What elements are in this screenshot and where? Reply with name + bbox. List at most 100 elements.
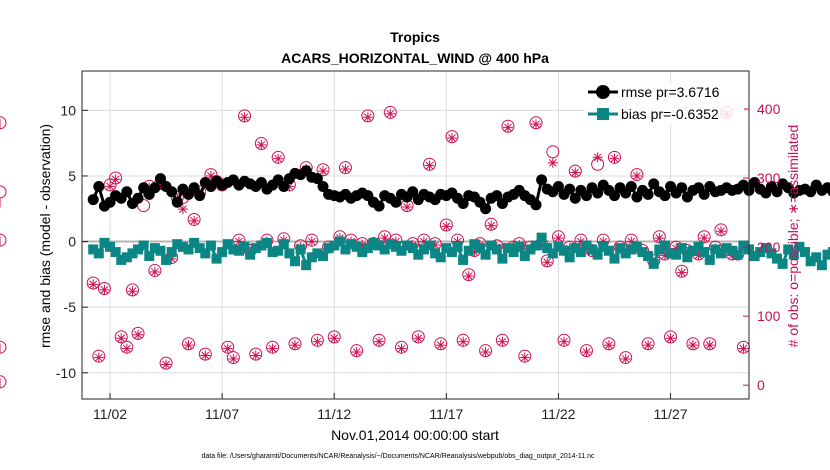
assimilated-obs-marker <box>121 343 132 354</box>
bias-point <box>127 248 138 259</box>
bias-point <box>261 237 272 248</box>
bias-point <box>800 247 811 258</box>
bias-point <box>194 243 205 254</box>
rmse-point <box>552 180 564 192</box>
bias-point <box>710 244 721 255</box>
bias-point <box>295 244 306 255</box>
bias-point <box>788 249 799 260</box>
rmse-point <box>625 180 637 192</box>
bias-point <box>346 239 357 250</box>
bias-point <box>715 248 726 259</box>
x-tick-label: 11/12 <box>317 406 351 422</box>
bias-point <box>267 247 278 258</box>
bias-point <box>357 247 368 258</box>
bias-point <box>480 249 491 260</box>
rmse-point <box>536 174 548 186</box>
assimilated-obs-marker <box>620 353 631 364</box>
assimilated-obs-marker <box>93 352 104 363</box>
possible-obs-marker <box>0 340 7 354</box>
assimilated-obs-marker <box>379 233 390 244</box>
bias-point <box>587 244 598 255</box>
bias-point <box>772 253 783 264</box>
bias-point <box>463 245 474 256</box>
x-tick-label: 11/27 <box>654 406 688 422</box>
bias-point <box>430 248 441 259</box>
possible-obs-marker <box>0 185 7 199</box>
bias-point <box>144 250 155 261</box>
rmse-point <box>457 198 469 210</box>
bias-point <box>508 247 519 258</box>
bias-point <box>687 245 698 256</box>
bias-point <box>542 243 553 254</box>
assimilated-obs-marker <box>519 352 530 363</box>
bias-point <box>149 243 160 254</box>
bias-point <box>407 243 418 254</box>
bias-point <box>99 237 110 248</box>
bias-point <box>441 243 452 254</box>
assimilated-obs-marker <box>318 166 329 177</box>
rmse-series <box>87 165 830 215</box>
rmse-point <box>592 187 604 199</box>
bias-point <box>727 245 738 256</box>
legend-rmse-marker <box>596 85 610 99</box>
bias-point <box>749 250 760 261</box>
rmse-point <box>188 182 200 194</box>
bias-point <box>760 243 771 254</box>
bias-point <box>654 244 665 255</box>
x-tick-label: 11/02 <box>93 406 127 422</box>
assimilated-obs-marker <box>581 347 592 358</box>
bias-point <box>424 240 435 251</box>
assimilated-obs-marker <box>687 340 698 351</box>
legend-rmse-label: rmse pr=3.6716 <box>621 84 720 100</box>
possible-obs-marker <box>0 116 7 130</box>
assimilated-obs-marker <box>133 329 144 340</box>
bias-point <box>536 232 547 243</box>
rmse-point <box>491 190 503 202</box>
rmse-point <box>580 190 592 202</box>
bias-point <box>564 252 575 263</box>
bias-point <box>570 243 581 254</box>
bias-point <box>491 244 502 255</box>
assimilated-obs-marker <box>312 336 323 347</box>
bias-point <box>318 250 329 261</box>
bias-point <box>155 245 166 256</box>
bias-point <box>525 244 536 255</box>
bias-point <box>659 240 670 251</box>
assimilated-obs-marker <box>99 284 110 295</box>
assimilated-obs-marker <box>228 353 239 364</box>
assimilated-obs-marker <box>738 343 749 354</box>
assimilated-obs-marker <box>222 343 233 354</box>
rmse-point <box>194 190 206 202</box>
assimilated-obs-marker <box>340 164 351 175</box>
assimilated-obs-marker <box>110 174 121 185</box>
assimilated-obs-marker <box>267 343 278 354</box>
assimilated-obs-marker <box>559 336 570 347</box>
bias-point <box>161 254 172 265</box>
assimilated-obs-marker <box>161 359 172 370</box>
bias-point <box>312 248 323 259</box>
assimilated-obs-marker <box>116 333 127 344</box>
bias-point <box>699 247 710 258</box>
y-axis-left-label: rmse and bias (model - observation) <box>37 124 53 348</box>
bias-point <box>514 241 525 252</box>
bias-point <box>531 240 542 251</box>
bias-point <box>138 240 149 251</box>
rmse-point <box>93 180 105 192</box>
plot-frame <box>81 70 750 400</box>
bias-point <box>379 244 390 255</box>
assimilated-obs-marker <box>603 340 614 351</box>
bias-point <box>553 241 564 252</box>
bias-point <box>816 260 827 271</box>
assimilated-obs-marker <box>480 347 491 358</box>
bias-point <box>93 248 104 259</box>
bias-point <box>301 260 312 271</box>
assimilated-obs-marker <box>486 220 497 231</box>
assimilated-obs-marker <box>88 279 99 290</box>
y-right-tick-label: 0 <box>757 377 765 393</box>
assimilated-obs-marker <box>189 215 200 226</box>
bias-point <box>732 249 743 260</box>
bias-point <box>121 252 132 263</box>
assimilated-obs-marker <box>441 221 452 232</box>
rmse-point <box>530 199 542 211</box>
